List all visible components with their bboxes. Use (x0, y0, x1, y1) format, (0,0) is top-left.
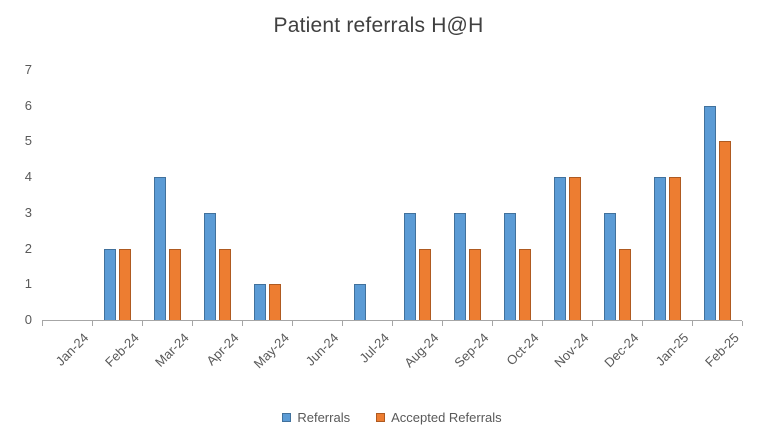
bar (453, 212, 466, 320)
bar (353, 284, 366, 320)
legend: Referrals Accepted Referrals (42, 410, 742, 425)
bar (418, 248, 431, 320)
y-axis-tick-label: 2 (24, 240, 32, 256)
y-axis-tick-label: 7 (24, 62, 32, 77)
bar (568, 177, 581, 320)
bar (118, 248, 131, 320)
category-group (292, 70, 342, 320)
category-group (392, 70, 442, 320)
bar (603, 212, 616, 320)
legend-swatch-accepted-referrals (376, 413, 386, 422)
category-group (142, 70, 192, 320)
axis-tick (492, 321, 493, 326)
x-axis-tick-label: Jul-24 (355, 330, 392, 366)
bar (553, 177, 566, 320)
x-axis-tick-label: Oct-24 (503, 330, 542, 369)
legend-label-referrals: Referrals (297, 410, 351, 425)
bar (618, 248, 631, 320)
category-group (42, 70, 92, 320)
axis-tick (742, 321, 743, 326)
axis-tick (642, 321, 643, 326)
bar (503, 212, 516, 320)
category-group (642, 70, 692, 320)
category-group (492, 70, 542, 320)
axis-tick (242, 321, 243, 326)
bar (203, 212, 216, 320)
category-group (692, 70, 742, 320)
bar-groups (42, 70, 742, 320)
y-axis-tick-label: 4 (24, 169, 32, 185)
axis-tick (392, 321, 393, 326)
legend-item-accepted-referrals: Accepted Referrals (376, 410, 502, 425)
bar (703, 105, 716, 320)
axis-tick (292, 321, 293, 326)
bar (468, 248, 481, 320)
y-axis-tick-label: 1 (24, 276, 32, 292)
x-axis-tick-label: Sep-24 (451, 330, 492, 371)
axis-tick (192, 321, 193, 326)
x-axis-labels: Jan-24 Feb-24 Mar-24 Apr-24 May-24 Jun-24 Jul-… (42, 320, 742, 390)
x-axis-tick-label: Feb-24 (101, 330, 142, 370)
y-axis-tick-label: 6 (24, 97, 32, 113)
x-axis-ticks (42, 320, 743, 326)
x-axis-tick-label: Aug-24 (401, 330, 442, 371)
x-axis-tick-label: Mar-24 (151, 330, 192, 370)
bar (168, 248, 181, 320)
category-group (542, 70, 592, 320)
bar (268, 284, 281, 320)
x-axis-tick-label: Dec-24 (601, 330, 642, 371)
bar (718, 141, 731, 320)
axis-tick (342, 321, 343, 326)
axis-tick (92, 321, 93, 326)
y-axis-tick-label: 5 (24, 133, 32, 149)
category-group (92, 70, 142, 320)
category-group (342, 70, 392, 320)
bar (518, 248, 531, 320)
bar (253, 284, 266, 320)
x-axis-tick-label: May-24 (250, 330, 292, 372)
bar (668, 177, 681, 320)
axis-tick (542, 321, 543, 326)
y-axis-tick-label: 0 (24, 312, 32, 327)
legend-item-referrals: Referrals (282, 410, 350, 425)
legend-swatch-referrals (282, 413, 292, 422)
chart-title: Patient referrals H@H (273, 14, 484, 37)
axis-tick (692, 321, 693, 326)
bar (218, 248, 231, 320)
legend-label-accepted-referrals: Accepted Referrals (391, 410, 502, 425)
axis-tick (592, 321, 593, 326)
bar (403, 212, 416, 320)
x-axis-tick-label: Jan-25 (652, 330, 692, 369)
x-axis-tick-label: Apr-24 (203, 330, 242, 369)
x-axis-tick-label: Jun-24 (302, 330, 342, 369)
x-axis-tick-label: Jan-24 (52, 330, 92, 369)
axis-tick (442, 321, 443, 326)
bar (653, 177, 666, 320)
axis-tick (42, 321, 43, 326)
category-group (242, 70, 292, 320)
axis-tick (142, 321, 143, 326)
x-axis-tick-label: Feb-25 (701, 330, 742, 370)
bar (153, 177, 166, 320)
category-group (192, 70, 242, 320)
plot-area: 0 1 2 3 4 5 6 7 Jan-24 Feb-24 Mar-24 Apr-24 May-24 J… (25, 63, 743, 371)
category-group (442, 70, 492, 320)
bar (103, 248, 116, 320)
y-axis-labels: 0 1 2 3 4 5 6 7 (25, 63, 742, 327)
category-group (592, 70, 642, 320)
y-axis-tick-label: 3 (24, 204, 32, 220)
x-axis-tick-label: Nov-24 (551, 330, 592, 371)
